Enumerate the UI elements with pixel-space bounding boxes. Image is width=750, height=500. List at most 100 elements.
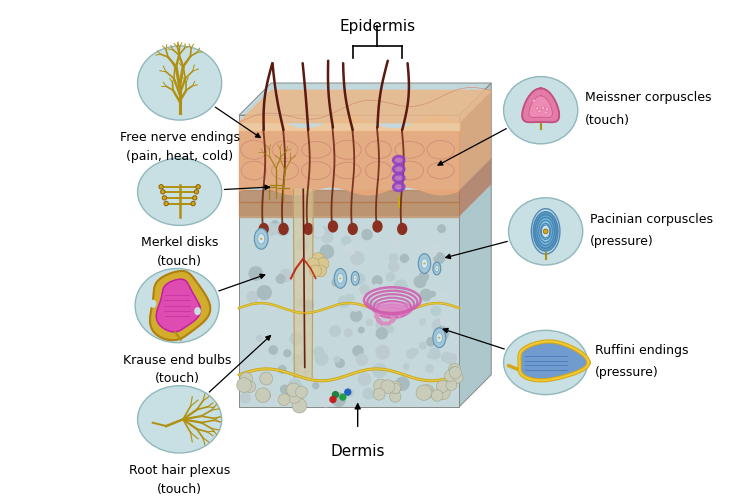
Circle shape bbox=[334, 356, 340, 362]
Circle shape bbox=[390, 384, 400, 394]
Circle shape bbox=[280, 270, 292, 281]
Ellipse shape bbox=[338, 274, 344, 283]
Circle shape bbox=[332, 393, 345, 406]
Circle shape bbox=[436, 268, 437, 269]
Text: Pacinian corpuscles: Pacinian corpuscles bbox=[590, 212, 713, 226]
Circle shape bbox=[436, 290, 448, 301]
Circle shape bbox=[340, 394, 346, 400]
Circle shape bbox=[256, 335, 262, 341]
Circle shape bbox=[381, 380, 394, 394]
Circle shape bbox=[446, 385, 454, 392]
Circle shape bbox=[543, 229, 548, 234]
Circle shape bbox=[340, 278, 341, 280]
Circle shape bbox=[193, 196, 197, 200]
Circle shape bbox=[431, 306, 440, 316]
Circle shape bbox=[413, 349, 419, 355]
Circle shape bbox=[532, 99, 536, 102]
Ellipse shape bbox=[137, 46, 222, 120]
Circle shape bbox=[424, 244, 437, 257]
Circle shape bbox=[426, 364, 433, 372]
Circle shape bbox=[387, 326, 394, 332]
Circle shape bbox=[338, 296, 350, 308]
Text: Free nerve endings: Free nerve endings bbox=[120, 131, 240, 144]
Circle shape bbox=[388, 381, 401, 394]
Ellipse shape bbox=[334, 268, 346, 288]
Polygon shape bbox=[150, 271, 210, 340]
Circle shape bbox=[445, 370, 456, 382]
Text: (pressure): (pressure) bbox=[595, 366, 658, 379]
Text: (touch): (touch) bbox=[158, 255, 203, 268]
Circle shape bbox=[345, 389, 351, 395]
Circle shape bbox=[355, 278, 356, 279]
Circle shape bbox=[435, 326, 448, 340]
Text: (touch): (touch) bbox=[154, 372, 200, 386]
Circle shape bbox=[416, 264, 426, 274]
Circle shape bbox=[358, 373, 370, 385]
Text: (touch): (touch) bbox=[585, 114, 630, 126]
Circle shape bbox=[446, 380, 457, 390]
Circle shape bbox=[544, 111, 548, 114]
Circle shape bbox=[424, 262, 425, 264]
Polygon shape bbox=[522, 88, 560, 122]
Polygon shape bbox=[459, 90, 491, 190]
Circle shape bbox=[308, 258, 319, 270]
Circle shape bbox=[277, 275, 285, 283]
Circle shape bbox=[290, 323, 302, 335]
Ellipse shape bbox=[351, 272, 359, 285]
Circle shape bbox=[317, 258, 329, 270]
Circle shape bbox=[287, 308, 297, 318]
Circle shape bbox=[332, 278, 340, 286]
Circle shape bbox=[286, 383, 300, 396]
Polygon shape bbox=[239, 90, 491, 122]
Circle shape bbox=[312, 252, 324, 264]
Ellipse shape bbox=[433, 328, 445, 347]
Circle shape bbox=[436, 385, 450, 400]
Circle shape bbox=[421, 387, 433, 398]
Ellipse shape bbox=[137, 158, 222, 226]
Circle shape bbox=[400, 254, 409, 262]
Circle shape bbox=[368, 300, 374, 307]
Circle shape bbox=[374, 388, 385, 400]
Circle shape bbox=[536, 107, 539, 110]
Circle shape bbox=[438, 225, 446, 232]
Circle shape bbox=[315, 265, 326, 277]
Circle shape bbox=[394, 280, 407, 292]
Polygon shape bbox=[520, 342, 589, 380]
Circle shape bbox=[449, 366, 460, 376]
Ellipse shape bbox=[194, 307, 201, 315]
Ellipse shape bbox=[503, 76, 578, 144]
Circle shape bbox=[160, 190, 165, 194]
Circle shape bbox=[196, 184, 200, 189]
Ellipse shape bbox=[328, 221, 338, 232]
Circle shape bbox=[346, 389, 353, 396]
Circle shape bbox=[257, 286, 272, 300]
Text: Merkel disks: Merkel disks bbox=[141, 236, 218, 250]
Circle shape bbox=[452, 372, 463, 384]
Polygon shape bbox=[293, 190, 314, 378]
Circle shape bbox=[436, 380, 448, 392]
Text: Meissner corpuscles: Meissner corpuscles bbox=[585, 92, 712, 104]
Circle shape bbox=[292, 352, 307, 366]
Ellipse shape bbox=[541, 224, 550, 240]
Circle shape bbox=[303, 324, 310, 331]
Circle shape bbox=[350, 300, 361, 311]
Circle shape bbox=[351, 310, 361, 322]
Circle shape bbox=[260, 390, 271, 400]
Circle shape bbox=[304, 300, 313, 310]
Circle shape bbox=[407, 370, 416, 380]
Circle shape bbox=[330, 326, 340, 336]
Ellipse shape bbox=[379, 308, 406, 318]
Circle shape bbox=[419, 272, 428, 281]
Circle shape bbox=[317, 227, 328, 238]
Circle shape bbox=[420, 319, 425, 325]
Circle shape bbox=[256, 388, 270, 402]
Circle shape bbox=[260, 238, 262, 240]
Circle shape bbox=[358, 294, 369, 305]
Circle shape bbox=[296, 386, 307, 398]
Circle shape bbox=[320, 394, 332, 406]
Circle shape bbox=[191, 202, 195, 206]
Circle shape bbox=[442, 352, 451, 362]
Circle shape bbox=[244, 381, 256, 392]
Circle shape bbox=[162, 196, 166, 200]
Circle shape bbox=[342, 236, 351, 245]
